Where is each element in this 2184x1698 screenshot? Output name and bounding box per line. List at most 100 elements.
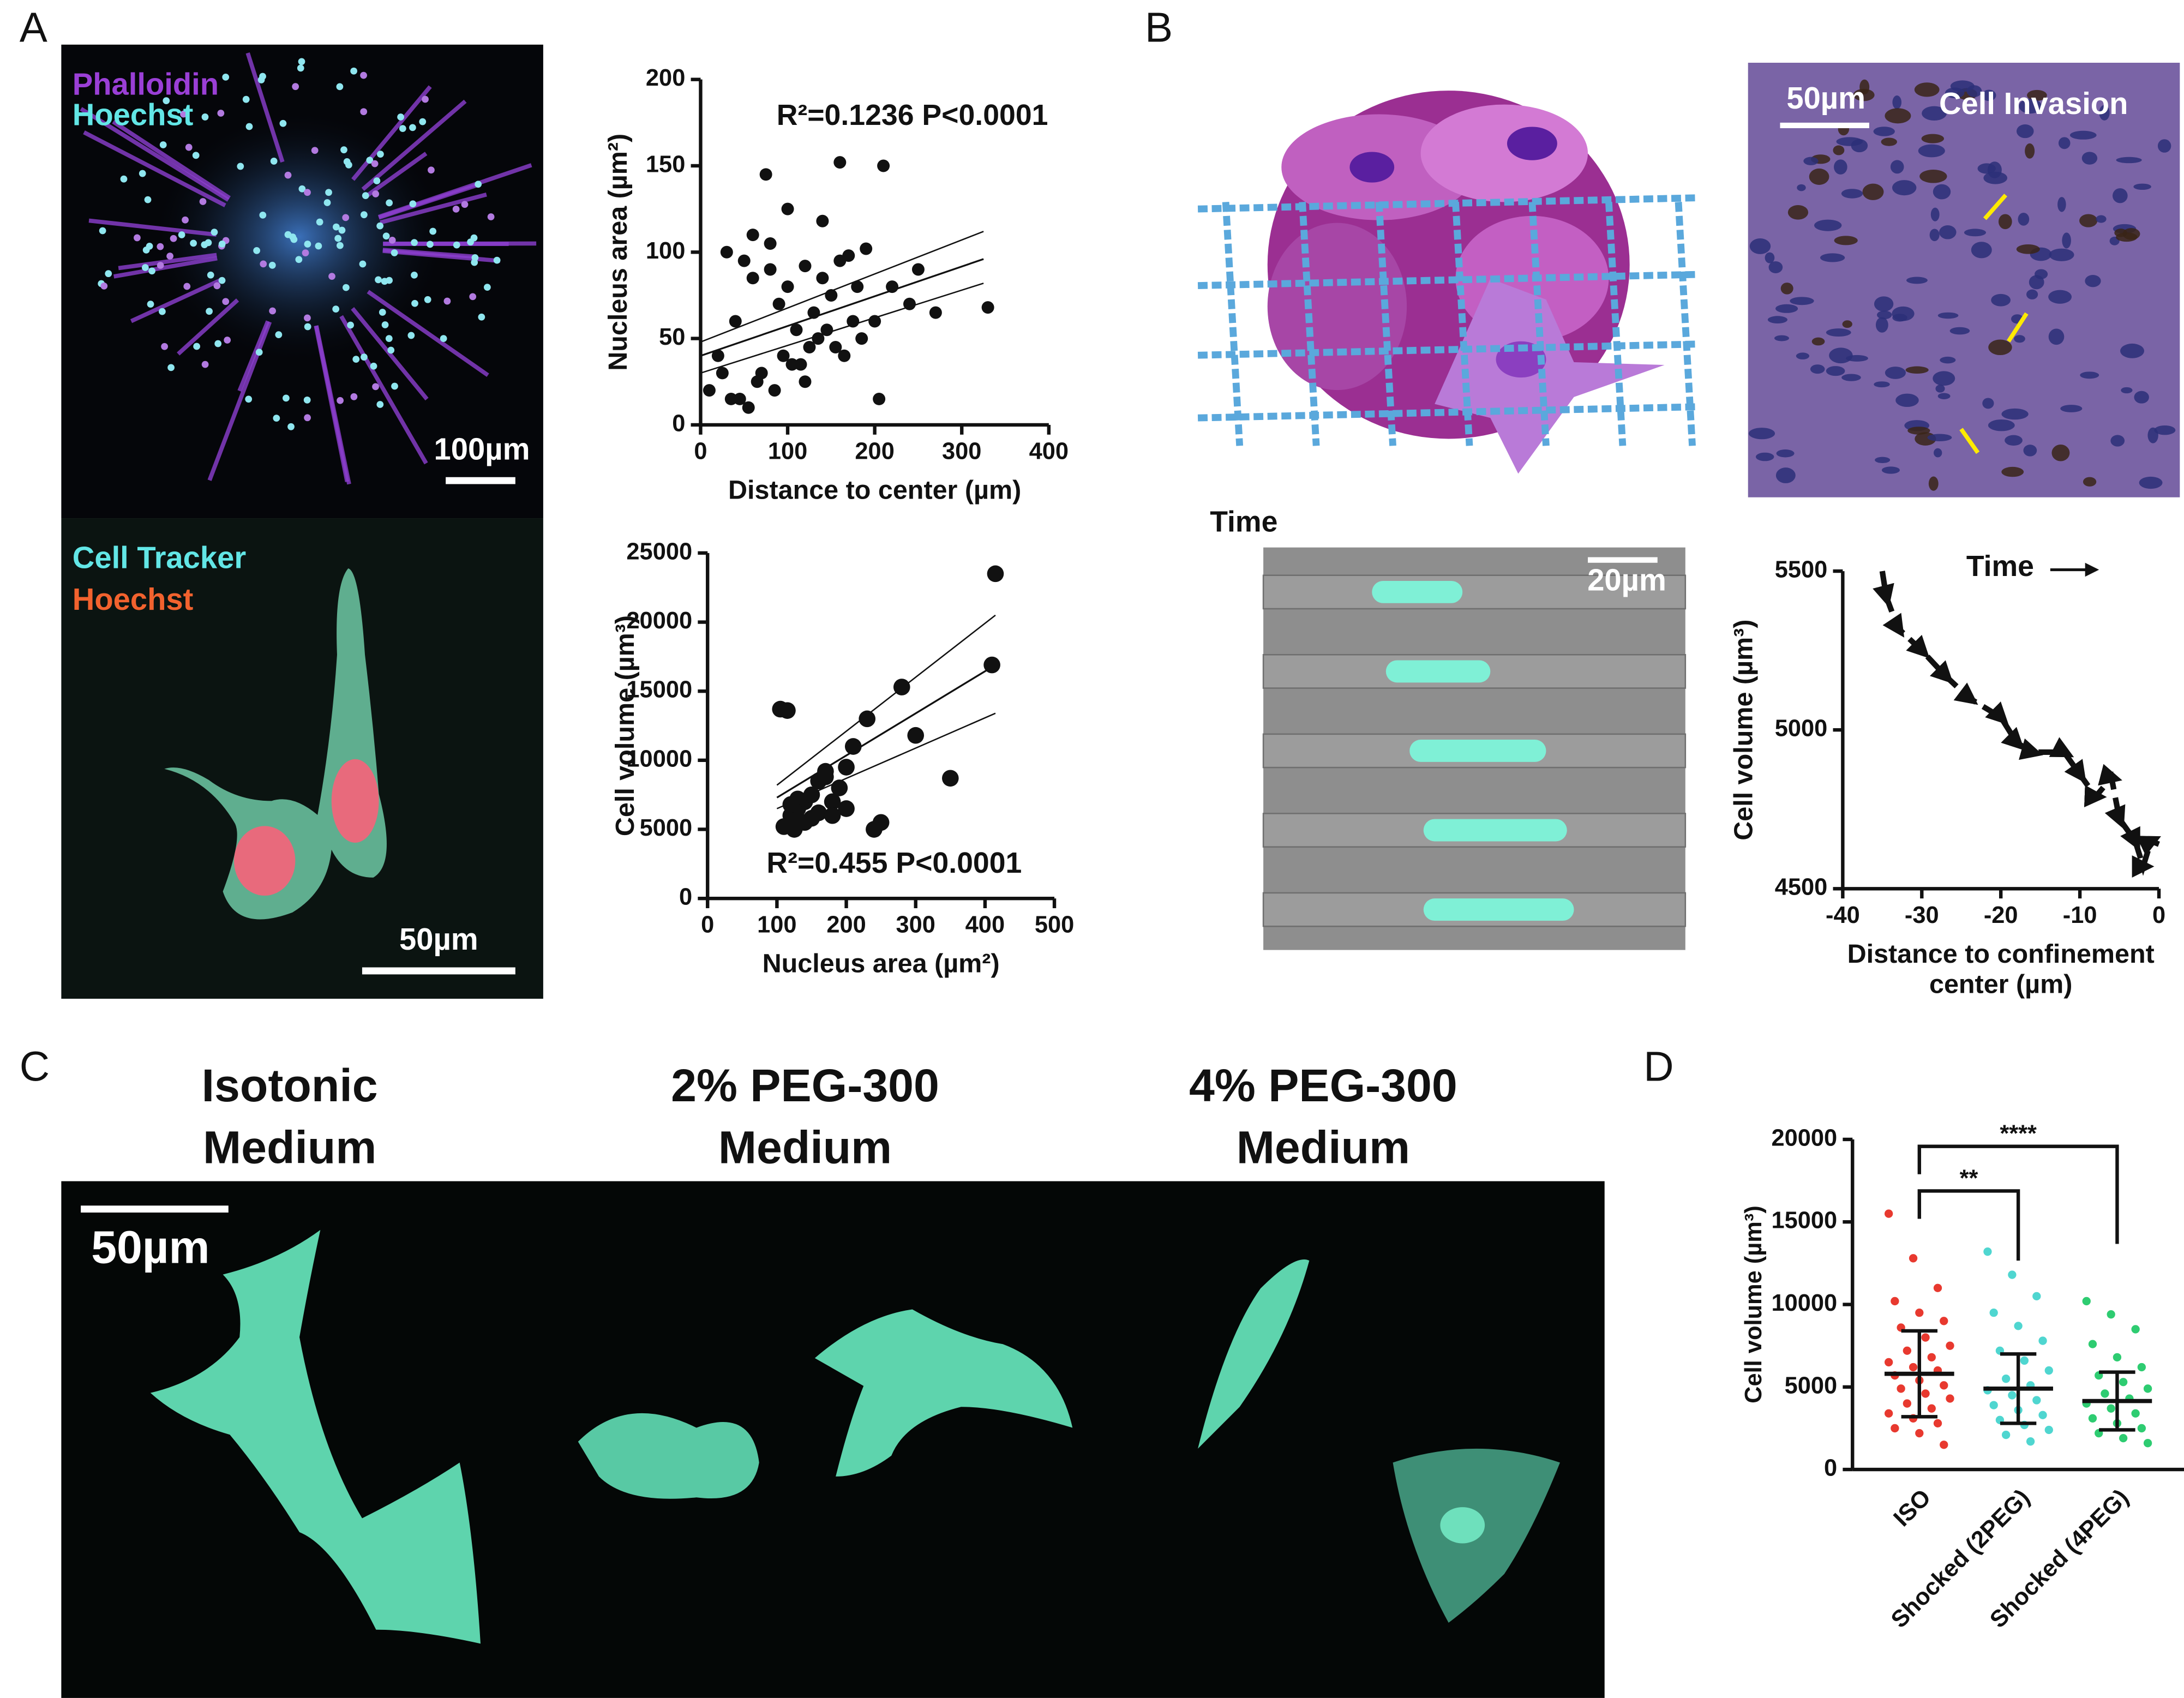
y-tick-label: 150: [646, 151, 685, 177]
image-detail: [2019, 98, 2042, 114]
point: [779, 702, 796, 719]
image-detail: [475, 181, 482, 188]
image-detail: [1409, 740, 1546, 762]
image-detail: [2116, 157, 2142, 164]
point: [799, 260, 812, 273]
scale-label: 100µm: [434, 431, 530, 466]
image-detail: [207, 321, 272, 481]
image-detail: [1767, 316, 1787, 324]
image-detail: [1809, 168, 1829, 185]
point: [790, 323, 803, 337]
image-detail: [325, 189, 332, 196]
image-detail: [1859, 79, 1870, 95]
point: [781, 202, 794, 215]
image-detail: [2085, 275, 2101, 287]
image-detail: [366, 157, 374, 164]
point: [2113, 1353, 2122, 1362]
point: [2143, 1384, 2152, 1393]
fit-line: [776, 664, 996, 799]
point: [1884, 1409, 1893, 1418]
point: [812, 332, 825, 345]
x-tick-label: -40: [1826, 902, 1860, 928]
point: [785, 821, 803, 838]
image-detail: [1906, 277, 1928, 284]
point: [1983, 1247, 1992, 1256]
point: [2038, 1336, 2047, 1345]
image-detail: [1945, 87, 1965, 99]
image-detail: [359, 260, 367, 268]
image-detail: [2023, 445, 2037, 457]
image-detail: [351, 85, 432, 181]
image-detail: [2018, 212, 2030, 226]
stain-label: Hoechst: [73, 97, 194, 131]
image-detail: [1885, 108, 1911, 124]
image-detail: [1834, 236, 1858, 245]
x-tick-label: 100: [768, 438, 807, 464]
image-detail: [166, 253, 173, 260]
image-detail: [1876, 310, 1892, 320]
image-detail: [1937, 312, 1959, 319]
scale-label: 20µm: [1587, 562, 1666, 597]
point: [903, 297, 916, 310]
image-detail: [328, 273, 335, 280]
image-detail: [253, 247, 261, 254]
point: [824, 807, 841, 824]
y-tick-label: 10000: [626, 746, 692, 772]
image-detail: [1826, 366, 1845, 376]
image-detail: [2027, 89, 2047, 101]
image-detail: [452, 206, 460, 213]
image-detail: [367, 290, 489, 377]
point: [1946, 1341, 1954, 1350]
image-detail: [304, 189, 311, 196]
image-detail: [493, 256, 501, 264]
y-tick-label: 0: [672, 410, 685, 436]
image-detail: [1796, 352, 1810, 359]
line: [1873, 571, 2161, 878]
image-detail: [391, 249, 398, 256]
image-detail: [397, 113, 404, 121]
x-axis-label: Nucleus area (µm²): [763, 949, 1000, 979]
image-detail: [2134, 391, 2149, 404]
image-detail: [1423, 898, 1574, 921]
point: [2137, 1363, 2146, 1372]
y-tick-label: 5000: [1785, 1372, 1838, 1399]
image-detail: [360, 211, 368, 219]
point: [733, 392, 746, 405]
image-detail: [157, 262, 164, 269]
image-detail: [142, 247, 150, 254]
image-detail: [342, 214, 350, 221]
image-detail: [275, 331, 283, 339]
image-detail: [83, 130, 226, 207]
image-detail: [1842, 320, 1852, 328]
point: [2032, 1396, 2041, 1405]
point: [866, 821, 883, 838]
image-detail: [2001, 408, 2029, 420]
image-detail: [224, 337, 231, 344]
image-detail: [1748, 428, 1775, 440]
channel-image: [1262, 547, 1687, 950]
image-detail: [361, 99, 467, 191]
image-detail: [1935, 385, 1945, 393]
point: [794, 358, 807, 371]
image-detail: [237, 163, 244, 170]
image-detail: [339, 315, 428, 465]
image-detail: [411, 239, 418, 247]
point: [2088, 1340, 2097, 1348]
nucleus: [1440, 1507, 1485, 1544]
image-detail: [2026, 289, 2038, 299]
image-detail: [207, 271, 214, 279]
image-detail: [311, 147, 319, 154]
image-detail: [1775, 304, 1798, 313]
image-detail: [2079, 214, 2098, 227]
point: [1915, 1308, 1924, 1317]
image-detail: [1874, 296, 1894, 312]
image-detail: [273, 415, 280, 422]
x-tick-label: 0: [701, 912, 714, 938]
image-detail: [120, 175, 128, 183]
image-detail: [2081, 152, 2098, 165]
point: [816, 272, 829, 285]
point: [716, 367, 729, 380]
cell-shape: [1435, 278, 1665, 474]
image-detail: [2029, 275, 2044, 290]
image-detail: [1991, 293, 2011, 307]
